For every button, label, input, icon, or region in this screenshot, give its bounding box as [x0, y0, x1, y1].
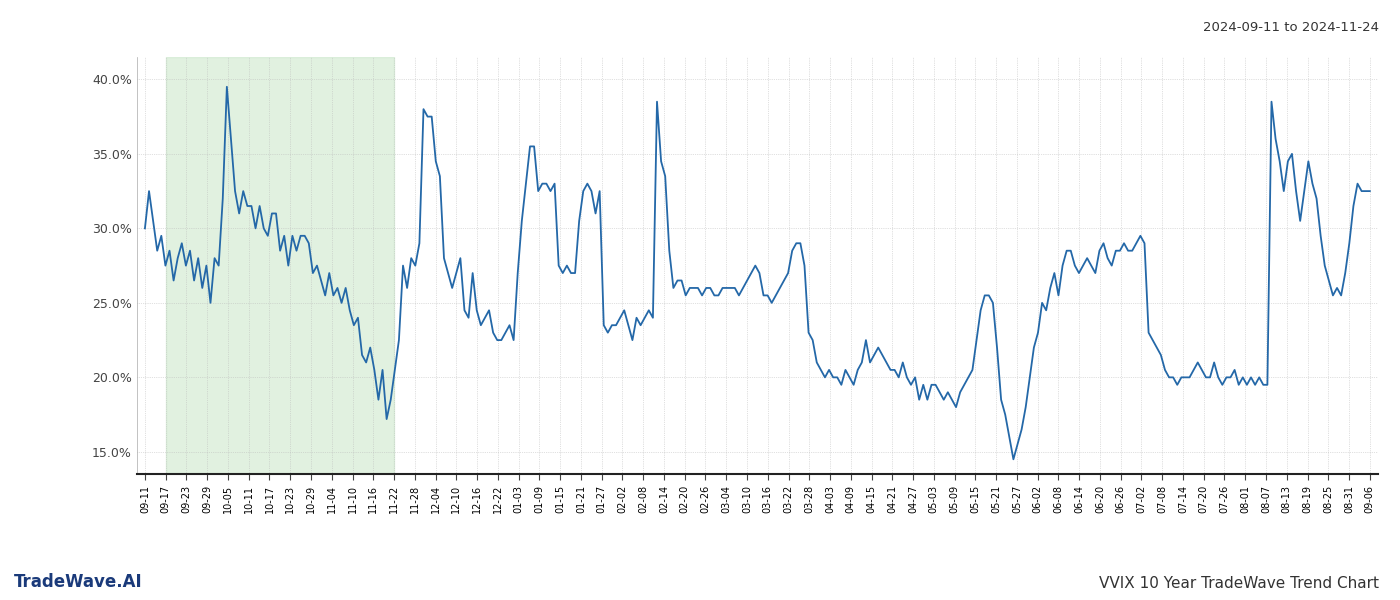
Text: TradeWave.AI: TradeWave.AI [14, 573, 143, 591]
Bar [165, 57, 393, 474]
Text: VVIX 10 Year TradeWave Trend Chart: VVIX 10 Year TradeWave Trend Chart [1099, 576, 1379, 591]
Text: 2024-09-11 to 2024-11-24: 2024-09-11 to 2024-11-24 [1203, 21, 1379, 34]
